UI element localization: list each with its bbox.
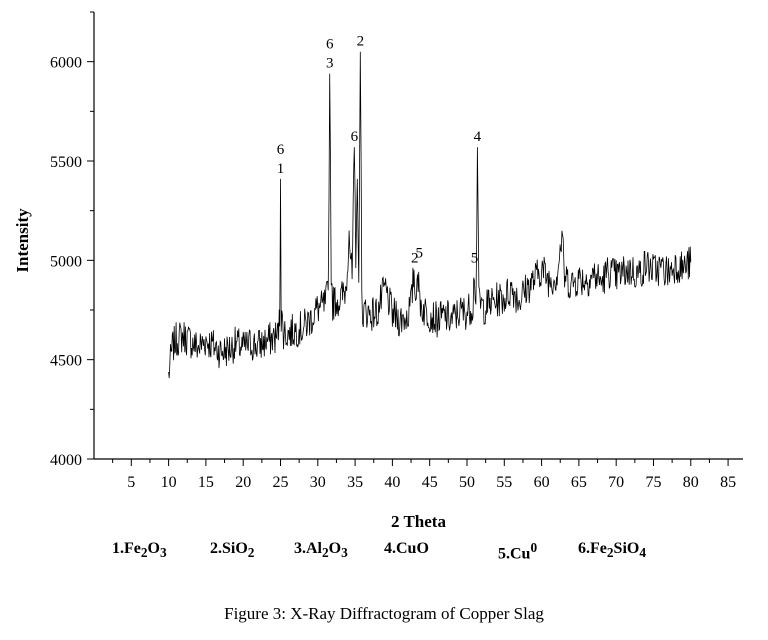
peak-label: 5 (471, 250, 479, 266)
y-axis-title: Intensity (13, 208, 32, 273)
x-tick-label: 70 (608, 474, 624, 491)
phase-legend: 1.Fe2O3 2.SiO2 3.Al2O3 4.CuO 5.Cu0 6.Fe2… (112, 540, 712, 564)
x-tick-label: 25 (272, 474, 288, 491)
diffractogram-line (168, 51, 692, 379)
legend-item-cu0: 5.Cu0 (498, 540, 538, 563)
legend-item-fe2sio4: 6.Fe2SiO4 (578, 540, 647, 561)
peak-label: 2 (357, 34, 365, 50)
x-axis-title: 2 Theta (391, 512, 446, 531)
xrd-chart: 5 10 15 20 25 30 35 40 45 50 55 60 65 70 75 80 854000450… (13, 11, 743, 531)
peak-label: 1 (277, 161, 285, 177)
y-tick-label: 6000 (50, 55, 82, 72)
legend-item-al2o3: 3.Al2O3 (294, 540, 348, 561)
y-tick-label: 5000 (50, 253, 82, 270)
x-tick-label: 20 (235, 474, 251, 491)
peak-label: 6 (351, 129, 359, 145)
x-tick-label: 5 (127, 474, 135, 491)
figure-caption: Figure 3: X-Ray Diffractogram of Copper … (224, 604, 544, 623)
x-tick-label: 15 (198, 474, 214, 491)
x-tick-label: 10 (161, 474, 177, 491)
x-tick-label: 60 (534, 474, 550, 491)
legend-item-sio2: 2.SiO2 (210, 540, 255, 561)
x-tick-label: 45 (422, 474, 438, 491)
y-tick-label: 5500 (50, 154, 82, 171)
legend-item-cuo: 4.CuO (384, 540, 429, 557)
x-tick-label: 35 (347, 474, 363, 491)
peak-label: 6 (277, 142, 285, 158)
y-tick-label: 4000 (50, 452, 82, 469)
x-tick-label: 85 (720, 474, 736, 491)
x-tick-label: 30 (310, 474, 326, 491)
x-tick-label: 80 (683, 474, 699, 491)
peak-label: 4 (474, 129, 482, 145)
peak-label: 6 (326, 37, 334, 53)
x-tick-label: 40 (384, 474, 400, 491)
x-tick-label: 75 (645, 474, 661, 491)
x-tick-label: 50 (459, 474, 475, 491)
x-tick-label: 55 (496, 474, 512, 491)
peak-label: 3 (326, 56, 334, 72)
peak-label: 5 (415, 245, 423, 261)
x-tick-label: 65 (571, 474, 587, 491)
peak-label: 2 (411, 250, 419, 266)
legend-item-fe2o3: 1.Fe2O3 (112, 540, 167, 561)
y-tick-label: 4500 (50, 353, 82, 370)
